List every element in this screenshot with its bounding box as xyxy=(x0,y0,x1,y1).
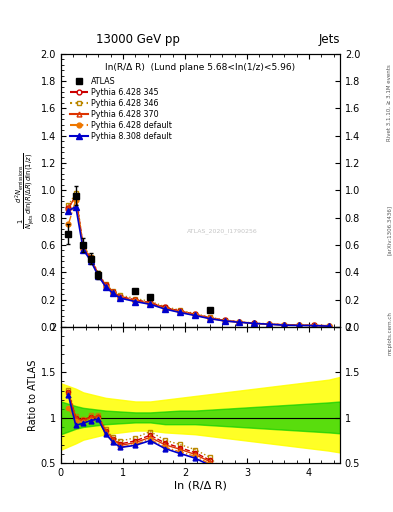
Text: [arXiv:1306.3436]: [arXiv:1306.3436] xyxy=(387,205,392,255)
Text: 13000 GeV pp: 13000 GeV pp xyxy=(95,33,180,46)
Legend: ATLAS, Pythia 6.428 345, Pythia 6.428 346, Pythia 6.428 370, Pythia 6.428 defaul: ATLAS, Pythia 6.428 345, Pythia 6.428 34… xyxy=(68,74,174,143)
Text: mcplots.cern.ch: mcplots.cern.ch xyxy=(387,311,392,355)
Y-axis label: Ratio to ATLAS: Ratio to ATLAS xyxy=(28,359,38,431)
Text: ln(R/Δ R)  (Lund plane 5.68<ln(1/z)<5.96): ln(R/Δ R) (Lund plane 5.68<ln(1/z)<5.96) xyxy=(105,63,296,72)
Text: ATLAS_2020_I1790256: ATLAS_2020_I1790256 xyxy=(187,228,258,234)
Text: Rivet 3.1.10, ≥ 3.1M events: Rivet 3.1.10, ≥ 3.1M events xyxy=(387,64,392,141)
Text: Jets: Jets xyxy=(318,33,340,46)
Y-axis label: $\frac{1}{N_\mathrm{jets}}\frac{d^2 N_\mathrm{emissions}}{d\ln(R/\Delta R)\,d\ln: $\frac{1}{N_\mathrm{jets}}\frac{d^2 N_\m… xyxy=(13,152,37,229)
X-axis label: ln (R/Δ R): ln (R/Δ R) xyxy=(174,481,227,491)
